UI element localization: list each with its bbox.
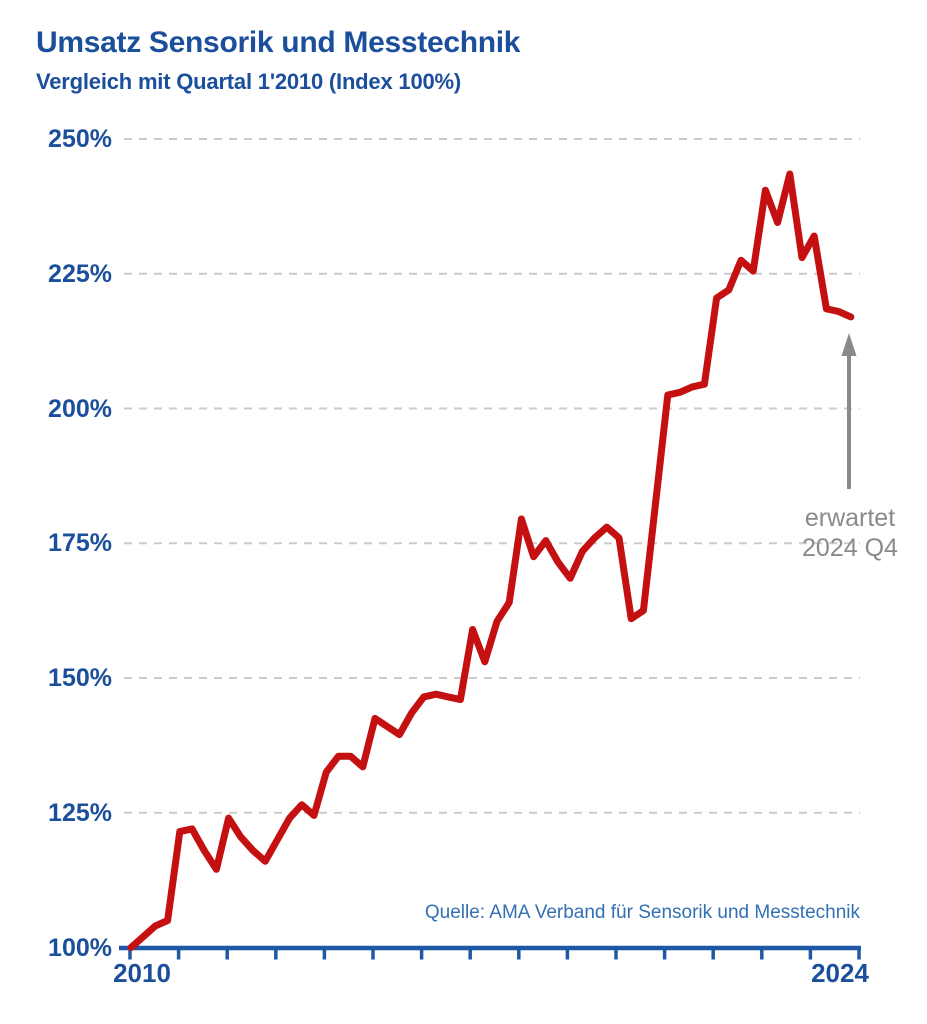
arrow-up-icon — [841, 333, 857, 356]
y-axis-label-175: 175% — [48, 529, 112, 558]
y-axis-label-100: 100% — [48, 933, 112, 962]
y-axis-label-225: 225% — [48, 259, 112, 288]
y-axis-label-250: 250% — [48, 125, 112, 153]
forecast-annotation-line2: 2024 Q4 — [802, 534, 898, 562]
y-axis-label-150: 150% — [48, 664, 112, 692]
forecast-annotation: erwartet 2024 Q4 — [788, 503, 912, 563]
y-axis-label-200: 200% — [48, 394, 112, 423]
source-caption: Quelle: AMA Verband für Sensorik und Mes… — [424, 902, 860, 923]
chart-title: Umsatz Sensorik und Messtechnik — [36, 26, 521, 59]
revenue-index-line — [127, 170, 855, 951]
x-axis-label-start: 2010 — [113, 958, 171, 988]
forecast-annotation-line1: erwartet — [804, 504, 896, 532]
y-axis-label-125: 125% — [48, 798, 112, 827]
chart-subtitle: Vergleich mit Quartal 1'2010 (Index 100%… — [36, 69, 462, 94]
x-axis-label-end: 2024 — [811, 958, 869, 988]
